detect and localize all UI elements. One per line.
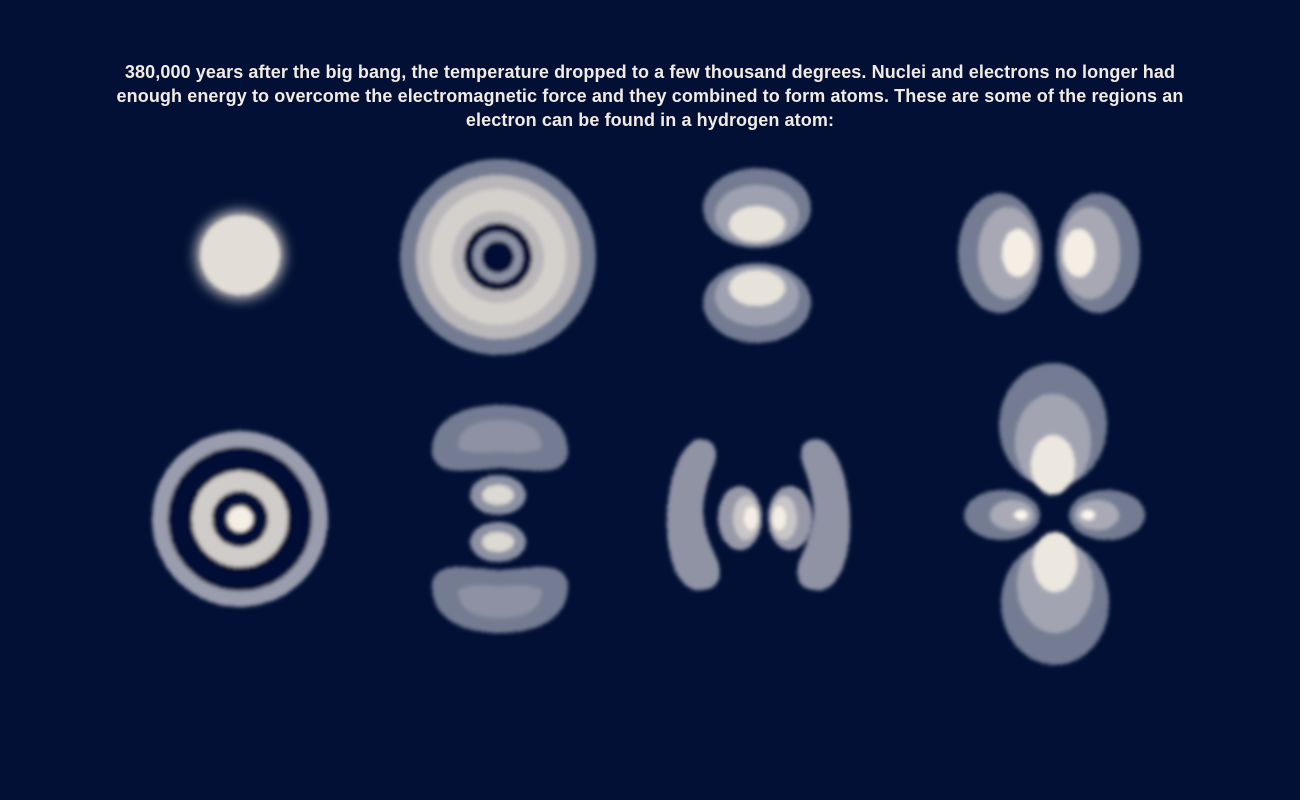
orbital-3s: [152, 431, 328, 607]
orbital-2p-vertical: [703, 168, 811, 343]
caption-text: 380,000 years after the big bang, the te…: [116, 62, 1184, 130]
orbital-3p-horizontal: [666, 439, 851, 591]
orbital-3d-fourlobe: [964, 363, 1145, 665]
orbital-3d-vertical: [431, 405, 569, 633]
orbital-2s: [400, 159, 596, 355]
orbital-2p-horizontal: [958, 193, 1140, 313]
orbital-1s: [196, 211, 284, 299]
